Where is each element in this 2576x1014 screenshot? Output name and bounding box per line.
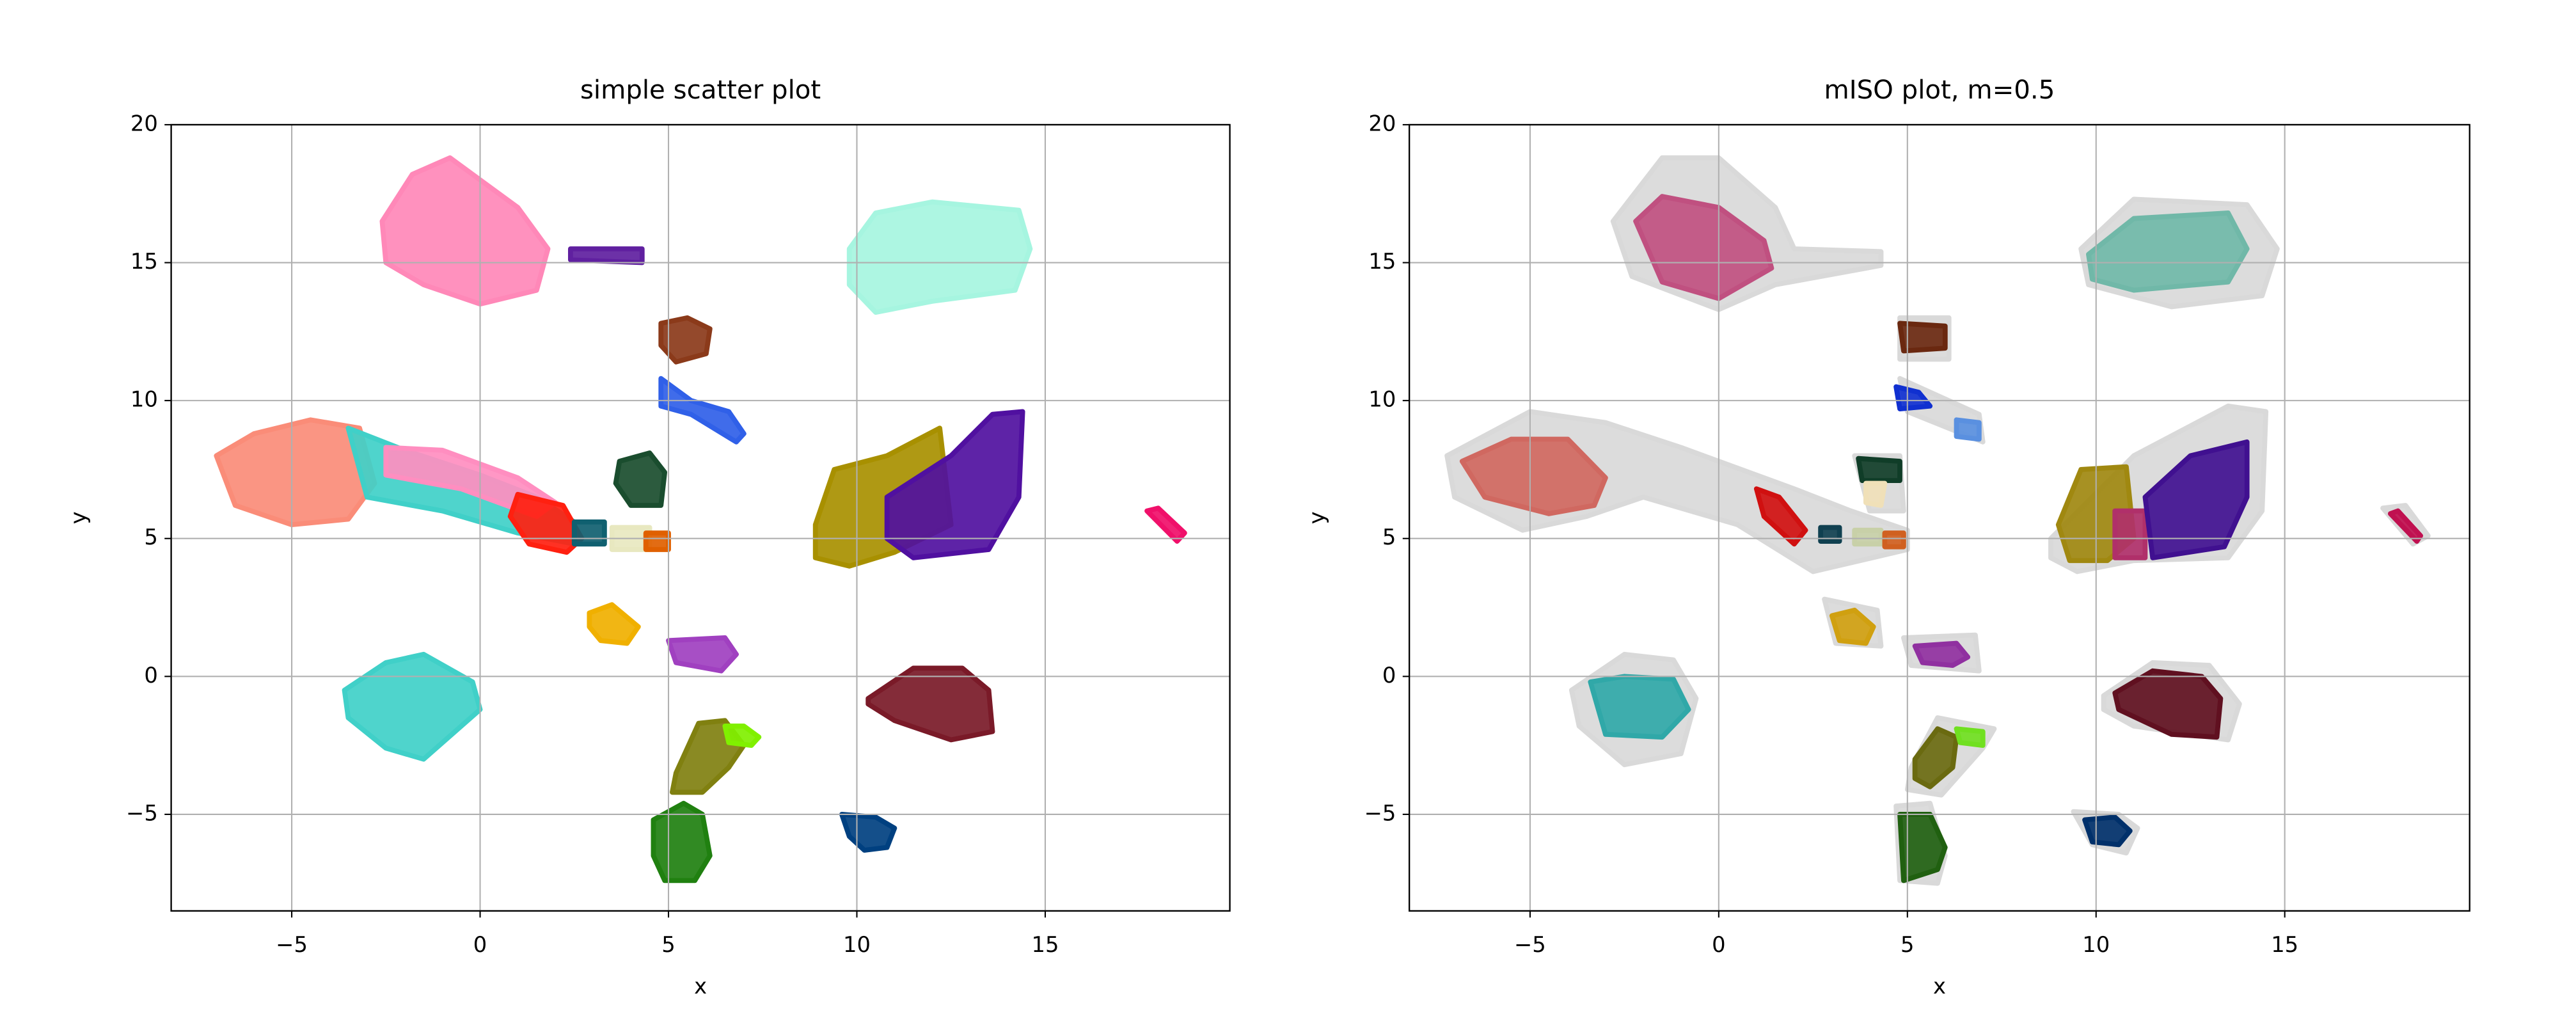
cluster [1863, 480, 1888, 508]
cluster [1893, 384, 1933, 411]
cluster [1912, 640, 1971, 668]
cluster [651, 800, 713, 883]
x-tick-label: −5 [1514, 932, 1546, 957]
y-tick-label: 10 [1368, 387, 1396, 412]
y-tick-label: 0 [144, 663, 157, 688]
cluster [839, 812, 897, 853]
y-tick-label: 10 [130, 387, 158, 412]
cluster [507, 491, 585, 555]
cluster [722, 724, 762, 749]
cluster [2086, 210, 2250, 293]
plot-area [1444, 155, 2431, 886]
cluster [1882, 530, 1906, 550]
y-tick-label: 15 [130, 249, 158, 274]
chart-title: simple scatter plot [580, 75, 821, 105]
axes-frame [1408, 123, 2470, 912]
y-tick-label: −5 [126, 800, 158, 825]
x-axis-label: x [1933, 974, 1946, 999]
cluster [846, 199, 1033, 315]
cluster [1954, 417, 1982, 442]
cluster [884, 409, 1025, 560]
cluster [1954, 726, 1986, 749]
cluster [379, 155, 551, 307]
x-tick-label: 15 [1031, 932, 1059, 957]
x-tick-label: 5 [661, 932, 675, 957]
chart-title: mISO plot, m=0.5 [1824, 75, 2055, 105]
cluster [587, 602, 641, 646]
y-tick-label: 15 [1368, 249, 1396, 274]
cluster [658, 315, 713, 365]
x-tick-label: 5 [1900, 932, 1914, 957]
cluster [1633, 194, 1774, 301]
cluster [658, 376, 747, 445]
x-tick-label: 0 [473, 932, 487, 957]
cluster [1588, 674, 1691, 740]
y-tick-label: 0 [1382, 663, 1396, 688]
cluster [1912, 726, 1959, 789]
axes: −5 0 5 10 15 −5 0 5 10 15 20 mISO plot, m=0.5 x y [1304, 75, 2470, 999]
cluster [1856, 456, 1902, 484]
cluster [2387, 508, 2423, 544]
y-tick-label: 5 [1382, 525, 1396, 550]
cluster [865, 665, 995, 743]
axes: −5 0 5 10 15 −5 0 5 10 15 20 simple scatter plot x y [66, 75, 1231, 999]
y-tick-label: 5 [144, 525, 157, 550]
cluster [2112, 668, 2224, 740]
cluster [1459, 436, 1608, 516]
cluster [1753, 486, 1808, 547]
x-tick-label: 10 [843, 932, 871, 957]
x-axis-label: x [694, 974, 707, 999]
cluster [1852, 527, 1884, 547]
cluster [2112, 508, 2148, 560]
cluster [567, 246, 645, 265]
axes-frame [170, 123, 1231, 912]
cluster [1897, 321, 1948, 354]
x-tick-label: 10 [2082, 932, 2110, 957]
y-tick-label: 20 [130, 111, 158, 136]
y-tick-label: 20 [1368, 111, 1396, 136]
cluster [571, 519, 607, 547]
y-axis-label: y [66, 511, 91, 524]
y-tick-label: −5 [1364, 800, 1396, 825]
cluster [1829, 607, 1876, 646]
cluster [613, 450, 668, 508]
x-tick-label: 15 [2271, 932, 2298, 957]
cluster [1818, 525, 1842, 544]
cluster [2142, 439, 2250, 560]
cluster [1144, 505, 1187, 544]
cluster [643, 530, 671, 552]
x-tick-label: 0 [1712, 932, 1725, 957]
cluster [666, 635, 739, 674]
y-axis-label: y [1304, 511, 1329, 524]
x-tick-label: −5 [276, 932, 308, 957]
